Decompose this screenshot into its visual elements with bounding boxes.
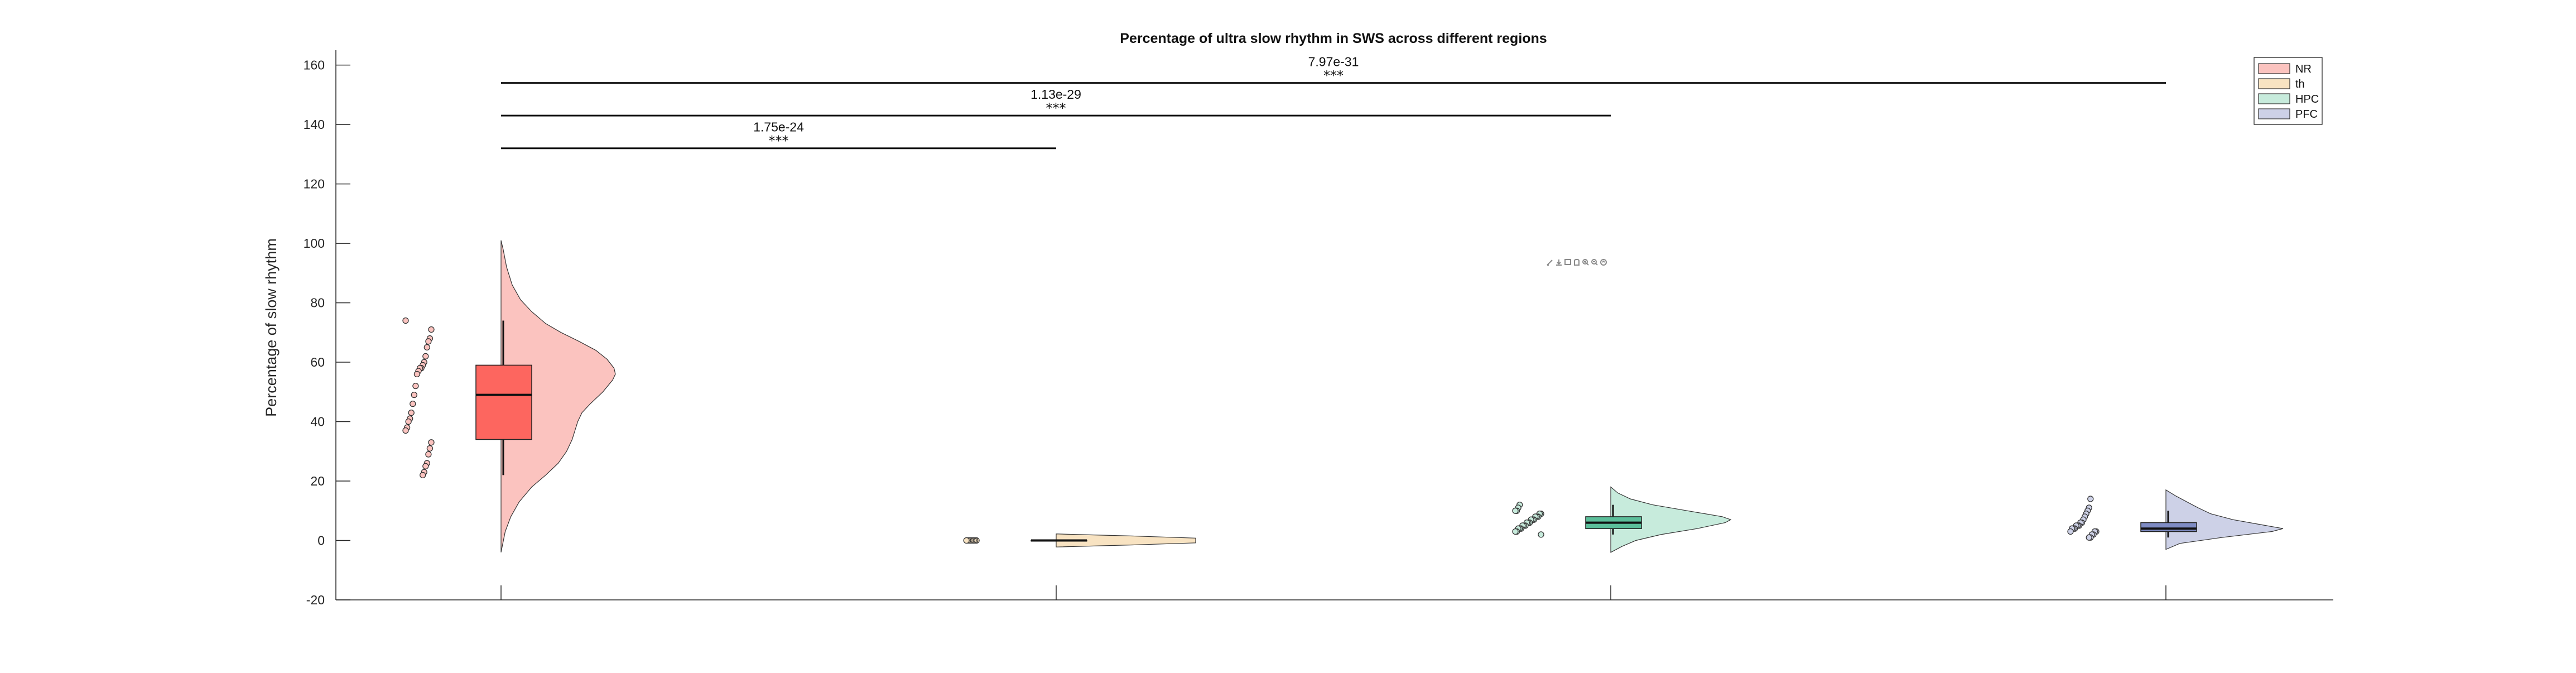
y-tick-label: 100 [304,236,325,251]
data-point-NR [413,371,421,378]
cloud-PFC [2165,489,2284,550]
data-point-NR [402,427,409,434]
y-ticks: -20 0 20 40 60 80 100 120 140 160 [304,58,350,607]
home-shape [1600,259,1607,266]
data-point-NR [405,418,412,425]
data-point-NR [422,353,429,360]
zoom-out-icon[interactable] [1591,259,1598,266]
brush-shape [1547,259,1553,266]
cloud-th [1056,533,1196,547]
cloud-HPC [1610,486,1732,553]
data-point-HPC [1512,528,1519,535]
y-tick-label: 160 [304,58,325,73]
legend-label-PFC: PFC [2295,108,2318,121]
data-point-NR [425,338,432,345]
data-point-NR [402,317,409,324]
data-point-NR [422,463,429,470]
data-point-NR [423,344,430,351]
brush-icon[interactable] [1547,259,1553,266]
legend-swatch-NR [2258,63,2290,74]
legend-label-th: th [2295,78,2305,90]
y-axis-label: Percentage of slow rhythm [263,238,280,417]
data-tip-shape [1564,259,1571,265]
chart-title: Percentage of ultra slow rhythm in SWS a… [1120,31,1547,46]
data-point-NR [426,445,434,452]
pan-shape [1574,259,1580,266]
data-point-NR [425,451,432,458]
y-tick-label: 80 [310,296,325,310]
handle-shape [1586,263,1589,266]
home-roof-shape [1602,260,1605,263]
legend-swatch-HPC [2258,93,2290,104]
data-point-HPC [1538,531,1544,538]
y-tick-label: -20 [306,593,325,607]
significance-stars: *** [1046,100,1066,116]
data-point-PFC [2086,534,2092,541]
legend-label-NR: NR [2295,63,2312,75]
home-icon[interactable] [1600,259,1607,266]
axes: -20 0 20 40 60 80 100 120 140 160 [304,50,2333,607]
data-point-PFC [2087,496,2094,502]
data-point-NR [412,382,419,390]
legend-swatch-th [2258,78,2290,89]
p-value-label: 1.75e-24 [753,120,804,134]
significance-stars: *** [769,133,789,149]
lens-shape [1591,259,1597,265]
legend-swatch-PFC [2258,108,2290,119]
significance-stars: *** [1323,68,1344,84]
p-value-label: 1.13e-29 [1031,87,1081,102]
data-tip-icon[interactable] [1564,259,1571,265]
lens-shape [1582,259,1588,265]
y-tick-label: 20 [310,474,325,488]
data-point-NR [411,391,417,398]
data-point-NR [428,326,435,333]
box-PFC [2140,522,2197,532]
box-NR [475,364,532,440]
export-icon[interactable] [1556,259,1562,266]
legend-label-HPC: HPC [2295,93,2319,105]
export-shape [1556,259,1562,266]
data-point-PFC [2067,528,2074,535]
significance-brackets: 1.75e-24***1.13e-29***7.97e-31*** [501,55,2166,150]
handle-shape [1595,263,1598,266]
x-ticks [500,585,2166,600]
data-point-NR [428,439,435,446]
y-tick-label: 120 [304,177,325,191]
zoom-in-icon[interactable] [1582,259,1589,266]
cloud-NR [500,240,616,552]
boxes [475,320,2197,542]
y-tick-label: 140 [304,117,325,132]
points [402,317,2100,544]
plot-area: 1.75e-24***1.13e-29***7.97e-31*** [402,55,2284,553]
y-tick-label: 40 [310,415,325,429]
data-point-HPC [1512,507,1519,514]
data-point-NR [410,400,416,407]
clouds [500,240,2284,553]
data-point-NR [420,472,426,479]
data-point-NR [408,409,415,416]
legend[interactable]: NR th HPC PFC [2254,57,2323,125]
y-tick-label: 60 [310,355,325,369]
axes-toolbar[interactable] [1547,259,1607,266]
data-point-th [963,537,970,544]
p-value-label: 7.97e-31 [1308,55,1359,69]
y-tick-label: 0 [317,533,325,548]
pan-icon[interactable] [1574,259,1580,266]
